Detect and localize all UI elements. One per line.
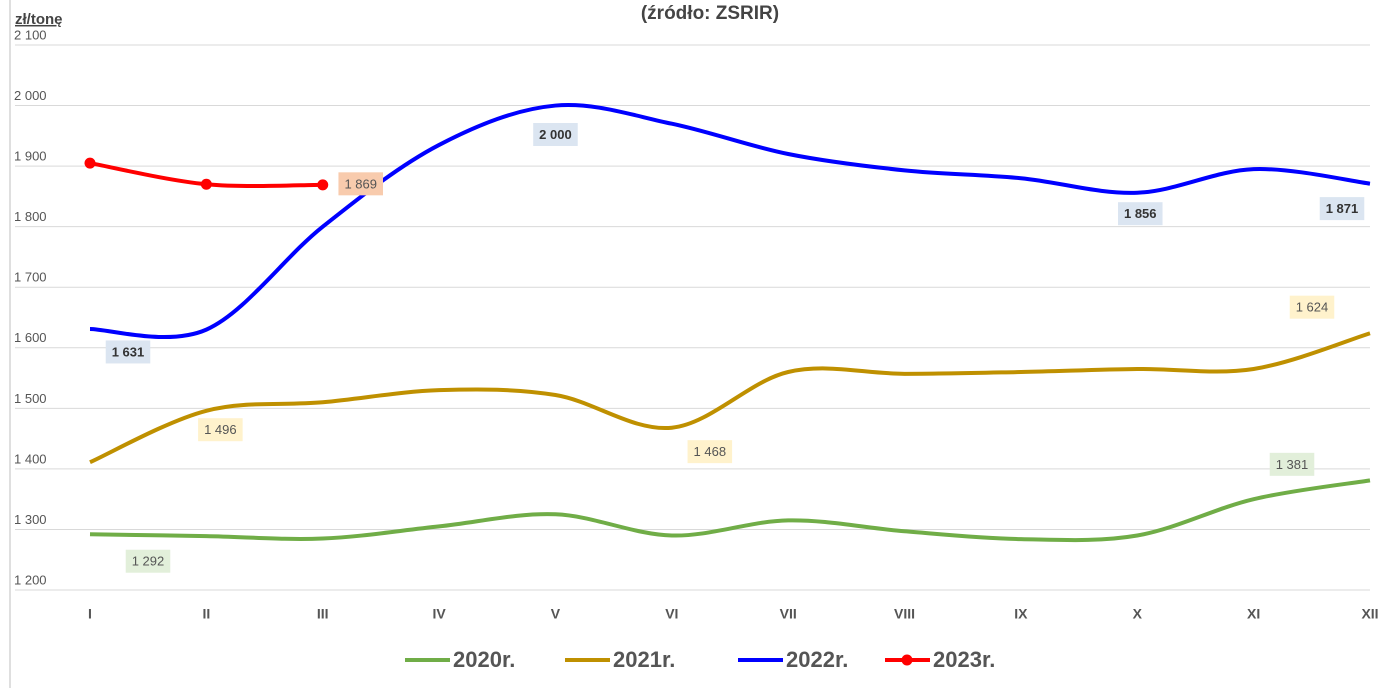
point-marker xyxy=(84,157,96,169)
y-tick-label: 1 300 xyxy=(14,512,47,527)
data-label-text: 1 631 xyxy=(112,344,145,359)
y-tick-label: 1 800 xyxy=(14,209,47,224)
data-label: 1 468 xyxy=(687,440,733,464)
y-axis-label: zł/tonę xyxy=(15,11,63,28)
x-tick-label: XI xyxy=(1247,606,1260,622)
x-tick-label: II xyxy=(202,606,210,622)
data-label: 1 624 xyxy=(1289,295,1335,319)
x-tick-label: VI xyxy=(665,606,678,622)
y-tick-label: 1 500 xyxy=(14,391,47,406)
data-label-box xyxy=(687,440,733,464)
data-label-text: 1 624 xyxy=(1296,300,1329,315)
data-label-text: 1 869 xyxy=(344,176,377,191)
data-label-box xyxy=(533,122,578,146)
data-label-text: 1 856 xyxy=(1124,206,1157,221)
data-label-text: 1 871 xyxy=(1326,201,1359,216)
x-tick-label: XII xyxy=(1361,606,1378,622)
data-label-text: 1 292 xyxy=(132,554,165,569)
series-line xyxy=(89,331,1371,465)
point-marker xyxy=(200,178,212,190)
y-tick-label: 2 000 xyxy=(14,88,47,103)
data-label-box xyxy=(105,340,151,364)
series-line xyxy=(89,478,1371,543)
data-label: 1 496 xyxy=(198,418,243,442)
legend-label: 2022r. xyxy=(786,647,848,672)
data-label: 2 000 xyxy=(533,122,578,146)
data-label-text: 2 000 xyxy=(539,127,572,142)
y-tick-label: 2 100 xyxy=(14,27,47,42)
data-label-box xyxy=(125,549,171,573)
data-label-text: 1 468 xyxy=(694,444,727,459)
point-marker xyxy=(317,179,329,191)
legend-label: 2020r. xyxy=(453,647,515,672)
y-tick-label: 1 600 xyxy=(14,330,47,345)
data-label: 1 292 xyxy=(125,549,171,573)
legend-label: 2023r. xyxy=(933,647,995,672)
data-label-box xyxy=(1319,197,1365,221)
x-tick-label: VII xyxy=(780,606,797,622)
x-tick-label: X xyxy=(1133,606,1143,622)
data-label-box xyxy=(1269,452,1315,476)
data-label-box xyxy=(338,172,384,196)
series-line xyxy=(89,103,1371,340)
x-tick-label: III xyxy=(317,606,329,622)
x-tick-label: IX xyxy=(1014,606,1028,622)
y-tick-label: 1 900 xyxy=(14,149,47,164)
x-tick-label: V xyxy=(551,606,561,622)
chart-title: (źródło: ZSRIR) xyxy=(641,3,779,24)
legend-marker xyxy=(901,654,913,666)
legend-label: 2021r. xyxy=(613,647,675,672)
data-label: 1 869 xyxy=(338,172,384,196)
x-tick-label: IV xyxy=(432,606,446,622)
data-label-text: 1 496 xyxy=(204,422,237,437)
data-label: 1 856 xyxy=(1117,202,1163,226)
data-label-box xyxy=(198,418,243,442)
data-label-box xyxy=(1117,202,1163,226)
x-tick-label: I xyxy=(88,606,92,622)
data-label-box xyxy=(1289,295,1335,319)
y-tick-label: 1 400 xyxy=(14,451,47,466)
data-label: 1 381 xyxy=(1269,452,1315,476)
y-tick-label: 1 700 xyxy=(14,270,47,285)
x-tick-label: VIII xyxy=(894,606,915,622)
data-label: 1 631 xyxy=(105,340,151,364)
data-label-text: 1 381 xyxy=(1276,457,1309,472)
data-label: 1 871 xyxy=(1319,197,1365,221)
y-tick-label: 1 200 xyxy=(14,572,47,587)
